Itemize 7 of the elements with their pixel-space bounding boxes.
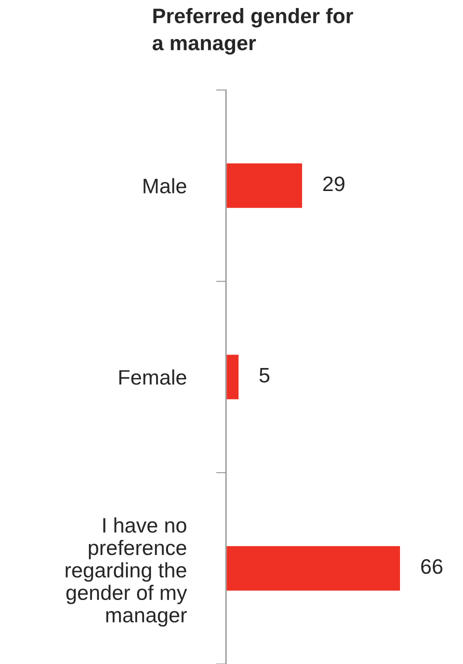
data-label: 5 [260,368,270,383]
y-tick-label: Male [144,178,186,194]
y-tick-label: Female [119,369,186,385]
data-label: 66 [421,559,442,574]
chart-title: Preferred gender for a manager [152,8,354,55]
data-label: 29 [323,176,344,192]
y-tick-label: I have no preference regarding the gender of my manager [66,517,188,627]
